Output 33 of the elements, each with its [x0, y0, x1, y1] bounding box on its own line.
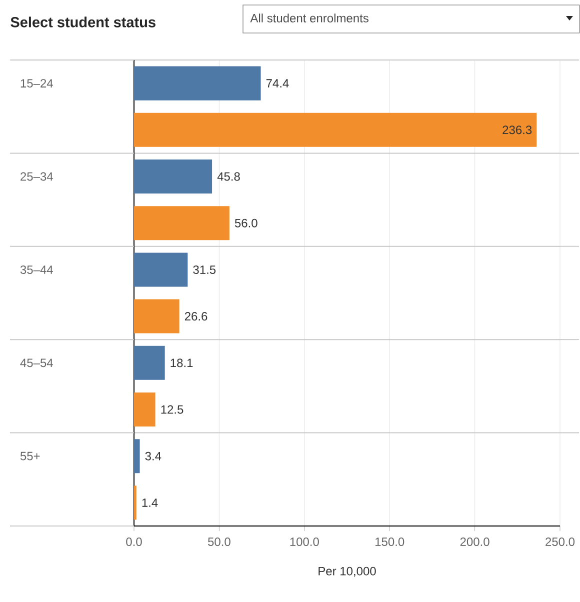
- y-tick-label: 25–34: [20, 172, 53, 181]
- bar: [134, 206, 230, 240]
- bar: [134, 160, 212, 194]
- data-label: 56.0: [234, 218, 258, 228]
- x-tick-label: 150.0: [375, 538, 404, 546]
- data-label: 236.3: [502, 126, 532, 134]
- text: All student enrolments: [250, 14, 368, 22]
- bar: [134, 439, 140, 474]
- y-tick-label: 55+: [20, 452, 40, 460]
- x-tick-label: 250.0: [546, 538, 575, 546]
- data-label: 31.5: [193, 265, 216, 274]
- data-label: 12.5: [161, 405, 184, 414]
- data-label: 45.8: [217, 172, 240, 181]
- data-label: 18.1: [170, 358, 193, 368]
- bar: [134, 66, 261, 100]
- x-axis-title: Per 10,000: [318, 566, 376, 577]
- bar: [134, 252, 188, 287]
- x-tick-label: 100.0: [290, 538, 319, 546]
- data-label: 26.6: [184, 312, 208, 321]
- data-label: 3.4: [145, 452, 162, 460]
- data-label: 74.4: [266, 79, 289, 88]
- y-tick-label: 35–44: [20, 265, 53, 274]
- bar: [134, 112, 537, 147]
- bar: [134, 392, 156, 427]
- data-label: 1.4: [142, 498, 158, 507]
- bar: [134, 346, 165, 380]
- y-tick-label: 15–24: [20, 79, 53, 88]
- chart-title: Select student status: [10, 16, 156, 28]
- x-tick-label: 200.0: [460, 538, 490, 546]
- x-tick-label: 50.0: [208, 538, 230, 546]
- x-tick-label: 0.0: [126, 538, 142, 546]
- y-tick-label: 45–54: [20, 358, 53, 368]
- bar: [134, 299, 180, 334]
